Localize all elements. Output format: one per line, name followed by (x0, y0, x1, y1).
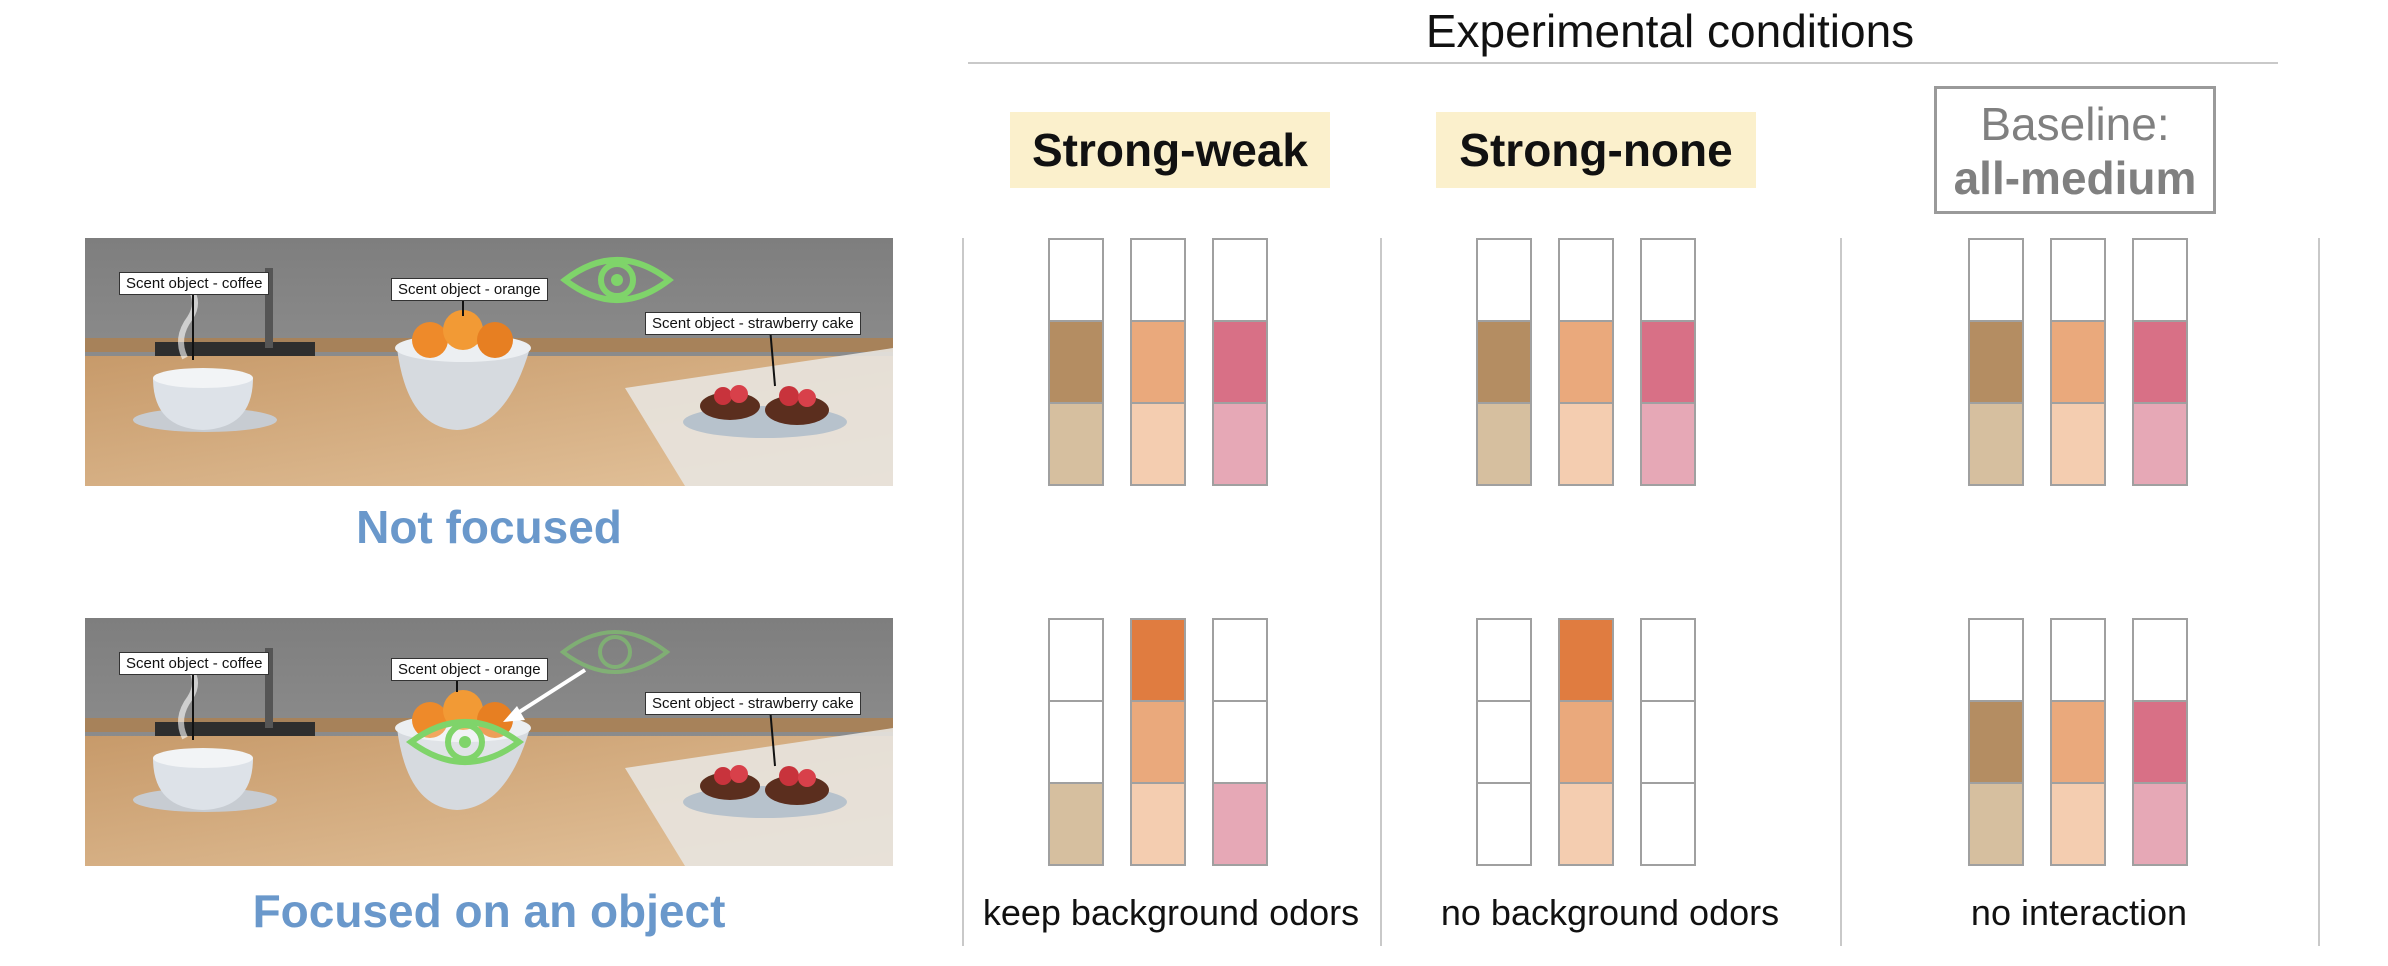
intensity-cell (1560, 784, 1612, 864)
intensity-cell (1642, 240, 1694, 322)
intensity-cell (1214, 702, 1266, 784)
caption-strong-weak: keep background odors (982, 892, 1360, 933)
intensity-cell (1050, 322, 1102, 404)
separator-1 (962, 238, 964, 946)
intensity-cell (1478, 702, 1530, 784)
scent-column-strawberry (2132, 618, 2188, 866)
intensity-cell (1642, 322, 1694, 404)
scent-column-orange (1558, 238, 1614, 486)
intensity-cell (1132, 322, 1184, 404)
scent-column-orange (1130, 238, 1186, 486)
intensity-cell (1642, 702, 1694, 784)
intensity-cell (1132, 702, 1184, 784)
caption-strong-none: no background odors (1440, 892, 1780, 933)
scent-column-strawberry (2132, 238, 2188, 486)
separator-2 (1380, 238, 1382, 946)
scent-tag-strawberry-cake: Scent object - strawberry cake (645, 312, 861, 335)
scent-column-orange (1558, 618, 1614, 866)
scent-column-strawberry (1640, 238, 1696, 486)
condition-label-strong-none: Strong-none (1436, 112, 1756, 188)
scent-column-strawberry (1212, 238, 1268, 486)
intensity-cell (1642, 404, 1694, 484)
intensity-cell (2134, 620, 2186, 702)
intensity-cell (1478, 784, 1530, 864)
eye-icon-focused (405, 719, 525, 765)
intensity-cell (2052, 702, 2104, 784)
intensity-cell (2052, 620, 2104, 702)
header-title: Experimental conditions (1425, 5, 1915, 57)
intensity-cell (1214, 240, 1266, 322)
scent-column-coffee (1476, 618, 1532, 866)
intensity-cell (2052, 404, 2104, 484)
scent-column-orange (2050, 618, 2106, 866)
intensity-cell (1970, 620, 2022, 702)
intensity-cell (1642, 620, 1694, 702)
intensity-cell (1478, 240, 1530, 322)
intensity-cell (1050, 404, 1102, 484)
scent-column-coffee (1968, 238, 2024, 486)
scent-tag-orange: Scent object - orange (391, 278, 548, 301)
intensity-cell (1970, 322, 2022, 404)
scent-column-orange (2050, 238, 2106, 486)
scene-focused: Scent object - coffee Scent object - ora… (85, 618, 893, 866)
scent-tag-coffee: Scent object - coffee (119, 652, 270, 675)
scent-tag-orange: Scent object - orange (391, 658, 548, 681)
intensity-cell (2134, 702, 2186, 784)
scent-tag-coffee: Scent object - coffee (119, 272, 270, 295)
intensity-cell (2052, 784, 2104, 864)
scent-column-coffee (1476, 238, 1532, 486)
intensity-cell (1970, 784, 2022, 864)
intensity-cell (2134, 784, 2186, 864)
intensity-cell (1132, 404, 1184, 484)
scent-column-orange (1130, 618, 1186, 866)
condition-label-strong-weak: Strong-weak (1010, 112, 1330, 188)
intensity-cell (2052, 240, 2104, 322)
header-divider (968, 62, 2278, 64)
intensity-cell (1560, 404, 1612, 484)
intensity-cell (1132, 240, 1184, 322)
intensity-cell (1560, 620, 1612, 702)
intensity-cell (2134, 240, 2186, 322)
eye-icon (560, 257, 674, 303)
intensity-cell (1478, 620, 1530, 702)
faded-eye-icon (559, 630, 671, 674)
scent-column-coffee (1968, 618, 2024, 866)
intensity-cell (1478, 404, 1530, 484)
intensity-cell (1050, 702, 1102, 784)
intensity-cell (1132, 784, 1184, 864)
scent-tag-strawberry-cake: Scent object - strawberry cake (645, 692, 861, 715)
intensity-cell (1560, 322, 1612, 404)
intensity-cell (1214, 404, 1266, 484)
intensity-cell (1050, 240, 1102, 322)
intensity-cell (1560, 702, 1612, 784)
condition-label-baseline: Baseline: all-medium (1934, 86, 2216, 214)
intensity-cell (1970, 404, 2022, 484)
intensity-cell (2134, 322, 2186, 404)
scent-column-strawberry (1640, 618, 1696, 866)
intensity-cell (2052, 322, 2104, 404)
scent-column-coffee (1048, 618, 1104, 866)
intensity-cell (1132, 620, 1184, 702)
separator-4 (2318, 238, 2320, 946)
scene-label-not-focused: Not focused (356, 501, 622, 553)
intensity-cell (1050, 620, 1102, 702)
intensity-cell (1970, 702, 2022, 784)
scene-not-focused: Scent object - coffee Scent object - ora… (85, 238, 893, 486)
intensity-cell (1478, 322, 1530, 404)
scent-column-coffee (1048, 238, 1104, 486)
intensity-cell (1642, 784, 1694, 864)
intensity-cell (1214, 784, 1266, 864)
intensity-cell (1560, 240, 1612, 322)
intensity-cell (1050, 784, 1102, 864)
intensity-cell (1970, 240, 2022, 322)
separator-3 (1840, 238, 1842, 946)
intensity-cell (1214, 620, 1266, 702)
baseline-line1: Baseline: (1980, 98, 2170, 150)
intensity-cell (1214, 322, 1266, 404)
baseline-line2: all-medium (1953, 152, 2197, 204)
scene-label-focused: Focused on an object (252, 885, 726, 937)
scent-column-strawberry (1212, 618, 1268, 866)
intensity-cell (2134, 404, 2186, 484)
caption-baseline: no interaction (1970, 892, 2188, 933)
